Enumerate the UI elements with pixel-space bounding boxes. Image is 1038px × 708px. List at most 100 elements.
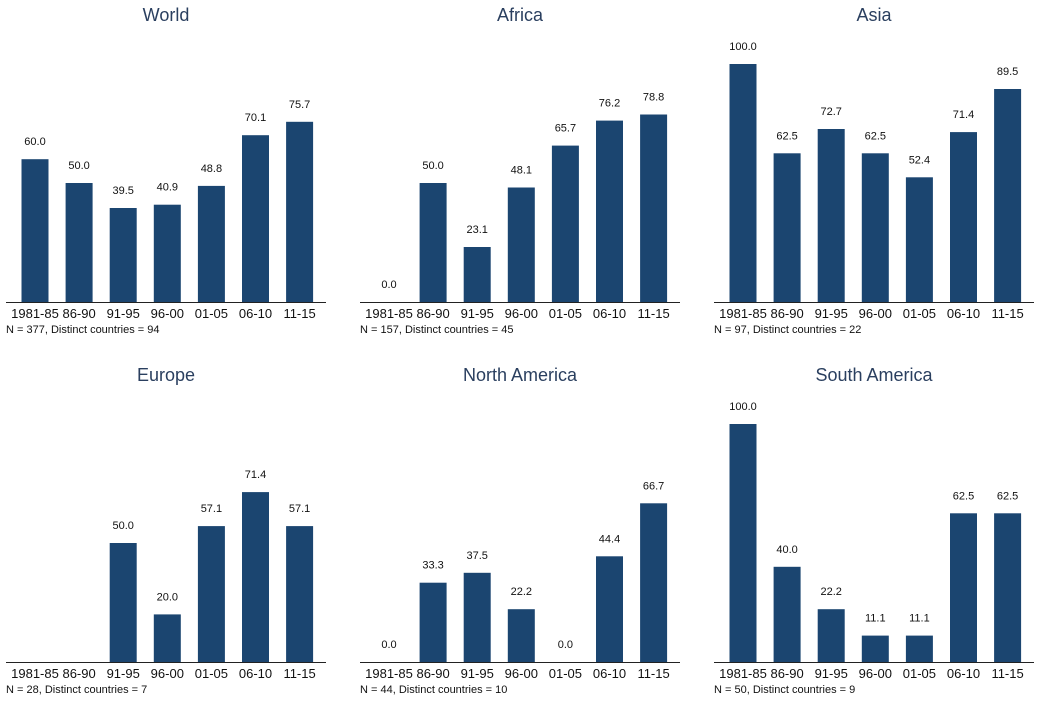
- data-label: 20.0: [157, 591, 178, 603]
- x-tick-label: 06-10: [239, 306, 272, 321]
- x-tick-label: 1981-85: [11, 666, 59, 681]
- data-label: 22.2: [511, 586, 532, 598]
- bar: [596, 556, 623, 662]
- data-label: 0.0: [381, 279, 396, 291]
- x-tick-label: 11-15: [637, 306, 669, 321]
- data-label: 23.1: [466, 224, 487, 236]
- chart-title: North America: [463, 365, 578, 385]
- x-tick-label: 01-05: [903, 306, 936, 321]
- bar: [905, 635, 933, 662]
- bar: [994, 513, 1022, 663]
- bar: [197, 526, 225, 662]
- x-tick-label: 01-05: [549, 306, 582, 321]
- bar: [286, 526, 314, 662]
- bar: [994, 89, 1022, 302]
- data-label: 65.7: [555, 123, 576, 135]
- x-tick-label: 86-90: [770, 666, 803, 681]
- data-label: 44.4: [599, 533, 620, 545]
- chart-panel: North America 0.0 1981-85 33.3 86-90 37.5 91-9…: [360, 365, 680, 696]
- x-tick-label: 11-15: [283, 666, 315, 681]
- bar: [640, 503, 668, 662]
- x-tick-label: 1981-85: [11, 306, 59, 321]
- x-tick-label: 01-05: [195, 306, 228, 321]
- sample-note: N = 97, Distinct countries = 22: [714, 324, 861, 336]
- chart-title: South America: [815, 365, 933, 385]
- bar: [21, 159, 49, 302]
- chart-panel: South America 100.0 1981-85 40.0 86-90 22.2 91…: [714, 365, 1034, 696]
- bar: [950, 513, 977, 663]
- bar: [596, 120, 623, 302]
- x-tick-label: 06-10: [947, 306, 980, 321]
- x-tick-label: 1981-85: [365, 306, 413, 321]
- x-tick-label: 01-05: [903, 666, 936, 681]
- data-label: 0.0: [558, 639, 573, 651]
- data-label: 52.4: [909, 154, 930, 166]
- bar: [817, 129, 845, 302]
- bar: [197, 185, 225, 302]
- chart-title: World: [143, 5, 190, 25]
- sample-note: N = 377, Distinct countries = 94: [6, 324, 159, 336]
- data-label: 37.5: [466, 550, 487, 562]
- chart-title: Asia: [856, 5, 892, 25]
- chart-panel: Africa 0.0 1981-85 50.0 86-90 23.1 91-95 48.1 96…: [360, 5, 680, 336]
- bar: [817, 609, 845, 662]
- bar: [109, 208, 137, 302]
- data-label: 72.7: [820, 106, 841, 118]
- bar: [65, 183, 93, 302]
- chart-title: Africa: [497, 5, 544, 25]
- bar: [153, 614, 181, 662]
- data-label: 11.1: [909, 613, 930, 625]
- data-label: 48.1: [511, 165, 532, 177]
- data-label: 76.2: [599, 98, 620, 110]
- bar: [109, 543, 137, 662]
- bar: [729, 64, 757, 302]
- x-tick-label: 91-95: [107, 306, 140, 321]
- bar: [242, 492, 269, 662]
- bar: [419, 582, 447, 662]
- chart-panel: Europe 1981-85 86-90 50.0 91-95 20.0 96-00 57.1…: [6, 365, 326, 696]
- x-tick-label: 11-15: [991, 306, 1023, 321]
- data-label: 75.7: [289, 99, 310, 111]
- data-label: 40.9: [157, 182, 178, 194]
- data-label: 71.4: [953, 109, 974, 121]
- x-tick-label: 1981-85: [719, 306, 767, 321]
- x-tick-label: 01-05: [549, 666, 582, 681]
- chart-panel: Asia 100.0 1981-85 62.5 86-90 72.7 91-95 62.5 96…: [714, 5, 1034, 336]
- data-label: 71.4: [245, 469, 266, 481]
- x-tick-label: 06-10: [593, 666, 626, 681]
- data-label: 48.8: [201, 163, 222, 175]
- sample-note: N = 50, Distinct countries = 9: [714, 684, 855, 696]
- x-tick-label: 96-00: [859, 666, 892, 681]
- chart-title: Europe: [137, 365, 195, 385]
- chart-panel: World 60.0 1981-85 50.0 86-90 39.5 91-95 40.9 96…: [6, 5, 326, 336]
- bar: [861, 153, 889, 303]
- x-tick-label: 86-90: [416, 306, 449, 321]
- bar: [153, 204, 181, 302]
- x-tick-label: 91-95: [461, 306, 494, 321]
- x-tick-label: 01-05: [195, 666, 228, 681]
- x-tick-label: 11-15: [283, 306, 315, 321]
- x-tick-label: 91-95: [107, 666, 140, 681]
- data-label: 78.8: [643, 92, 664, 104]
- data-label: 66.7: [643, 480, 664, 492]
- data-label: 57.1: [201, 503, 222, 515]
- bar: [463, 572, 491, 663]
- data-label: 100.0: [729, 41, 757, 53]
- x-tick-label: 1981-85: [719, 666, 767, 681]
- data-label: 100.0: [729, 401, 757, 413]
- bar: [773, 153, 801, 303]
- x-tick-label: 96-00: [859, 306, 892, 321]
- data-label: 60.0: [24, 136, 45, 148]
- data-label: 57.1: [289, 503, 310, 515]
- data-label: 39.5: [112, 185, 133, 197]
- data-label: 33.3: [422, 560, 443, 572]
- bar: [905, 177, 933, 302]
- x-tick-label: 96-00: [505, 666, 538, 681]
- x-tick-label: 96-00: [151, 306, 184, 321]
- data-label: 11.1: [865, 613, 886, 625]
- x-tick-label: 96-00: [151, 666, 184, 681]
- bar: [861, 635, 889, 662]
- x-tick-label: 96-00: [505, 306, 538, 321]
